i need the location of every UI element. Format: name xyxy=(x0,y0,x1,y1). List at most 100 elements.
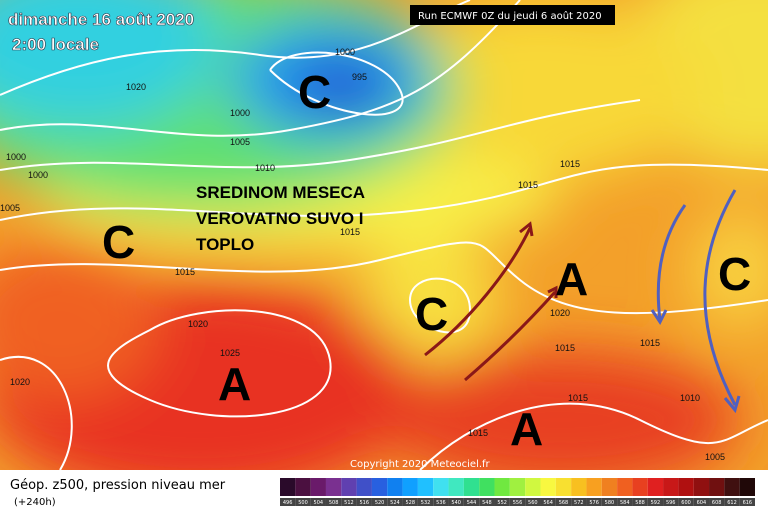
colorbar-label: 516 xyxy=(360,500,370,506)
date-title: dimanche 16 août 2020 xyxy=(8,10,194,29)
colorbar-label: 540 xyxy=(451,500,461,506)
colorbar-label: 572 xyxy=(574,500,584,506)
isobar-label: 995 xyxy=(352,72,367,82)
isobars xyxy=(0,0,768,470)
isobar-label: 1000 xyxy=(28,170,48,180)
colorbar-label-bg xyxy=(371,498,388,506)
colorbar-cell xyxy=(371,478,388,496)
colorbar-cell xyxy=(663,478,679,496)
colorbar-label: 588 xyxy=(635,500,645,506)
isobar-label: 1000 xyxy=(230,108,250,118)
annotation-line: VEROVATNO SUVO I xyxy=(196,209,364,228)
colorbar-label: 576 xyxy=(589,500,599,506)
colorbar-label-bg xyxy=(387,498,403,506)
colorbar-label: 508 xyxy=(329,500,339,506)
colorbar-label-bg xyxy=(601,498,618,506)
colorbar-cell xyxy=(433,478,449,496)
colorbar-label-bg xyxy=(494,498,510,506)
colorbar-label: 536 xyxy=(436,500,446,506)
isobar-label: 1000 xyxy=(6,152,26,162)
lead-time: (+240h) xyxy=(14,497,56,508)
colorbar-label: 560 xyxy=(528,500,538,506)
colorbar-label-bg xyxy=(509,498,526,506)
colorbar-cell xyxy=(586,478,602,496)
colorbar-label-bg xyxy=(647,498,664,506)
colorbar-label-bg xyxy=(402,498,418,506)
isobar-label: 1005 xyxy=(0,203,20,213)
pressure-center: A xyxy=(218,358,251,410)
colorbar-label-bg xyxy=(310,498,326,506)
colorbar-cell xyxy=(678,478,694,496)
copyright: Copyright 2020 Meteociel.fr xyxy=(350,459,491,470)
colorbar-label: 520 xyxy=(375,500,385,506)
colorbar-label: 504 xyxy=(314,500,324,506)
colorbar-label: 600 xyxy=(681,500,691,506)
colorbar-label-bg xyxy=(356,498,372,506)
colorbar-cell xyxy=(280,478,296,496)
colorbar-label-bg xyxy=(571,498,587,506)
colorbar-label: 532 xyxy=(421,500,431,506)
colorbar-cell xyxy=(402,478,418,496)
colorbar-label-bg xyxy=(295,498,311,506)
colorbar-cell xyxy=(617,478,633,496)
colorbar-cell xyxy=(310,478,326,496)
colorbar-label: 528 xyxy=(405,500,415,506)
colorbar-label: 592 xyxy=(651,500,661,506)
colorbar-label-bg xyxy=(433,498,449,506)
colorbar-label-bg xyxy=(525,498,541,506)
isobar-label: 1020 xyxy=(550,308,570,318)
colorbar-cell xyxy=(693,478,710,496)
isobar-label: 1015 xyxy=(340,227,360,237)
isobar-label: 1015 xyxy=(175,267,195,277)
isobar-label: 1015 xyxy=(518,180,538,190)
pressure-center: C xyxy=(415,288,448,340)
colorbar-label: 544 xyxy=(467,500,477,506)
colorbar-label: 556 xyxy=(513,500,523,506)
isobar-label: 1000 xyxy=(335,47,355,57)
colorbar-label-bg xyxy=(678,498,694,506)
colorbar-label: 608 xyxy=(712,500,722,506)
colorbar-label: 512 xyxy=(344,500,354,506)
colorbar-label-bg xyxy=(555,498,572,506)
colorbar-cell xyxy=(295,478,311,496)
arrows xyxy=(424,189,741,414)
colorbar-label-bg xyxy=(540,498,556,506)
colorbar-label-bg xyxy=(693,498,710,506)
colorbar-cell xyxy=(479,478,495,496)
colorbar-cell xyxy=(509,478,526,496)
colorbar-label: 604 xyxy=(697,500,707,506)
colorbar-label: 584 xyxy=(620,500,630,506)
pressure-centers: C C C C A A A xyxy=(102,66,751,455)
annotation-line: TOPLO xyxy=(196,235,254,254)
colorbar-label-bg xyxy=(463,498,480,506)
colorbar-label: 612 xyxy=(727,500,737,506)
colorbar-label: 496 xyxy=(283,500,293,506)
colorbar-cell xyxy=(601,478,618,496)
colorbar-label: 596 xyxy=(666,500,676,506)
pressure-center: A xyxy=(555,253,588,305)
colorbar-label-bg xyxy=(663,498,679,506)
colorbar-label: 552 xyxy=(497,500,507,506)
colorbar-label: 568 xyxy=(559,500,569,506)
colorbar-cell xyxy=(387,478,403,496)
isobar-label: 1015 xyxy=(640,338,660,348)
colorbar-cell xyxy=(417,478,434,496)
colorbar-cell xyxy=(632,478,648,496)
colorbar-label-bg xyxy=(617,498,633,506)
run-box xyxy=(410,5,615,25)
colorbar-cell xyxy=(448,478,464,496)
isobar-label: 1015 xyxy=(560,159,580,169)
colorbar-label: 548 xyxy=(482,500,492,506)
colorbar-label-bg xyxy=(341,498,357,506)
colorbar-cell xyxy=(494,478,510,496)
isobar-label: 1005 xyxy=(230,137,250,147)
colorbar-cell xyxy=(571,478,587,496)
colorbar-label-bg xyxy=(724,498,740,506)
colorbar-label-bg xyxy=(586,498,602,506)
run-label: Run ECMWF 0Z du jeudi 6 août 2020 xyxy=(418,10,602,22)
colorbar-label: 616 xyxy=(743,500,753,506)
pressure-center: C xyxy=(102,216,135,268)
field xyxy=(0,0,768,470)
isobar-labels: 1000995102010001005100010001010100510151… xyxy=(0,47,725,462)
colorbar-cell xyxy=(555,478,572,496)
